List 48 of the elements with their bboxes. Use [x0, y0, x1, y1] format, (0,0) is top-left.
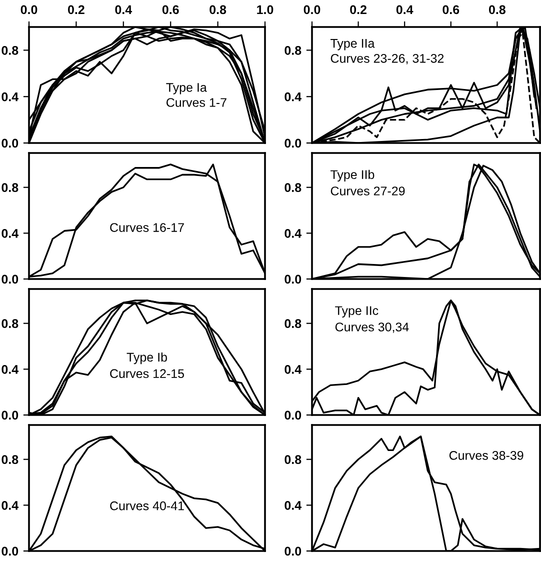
y-tick-label: 0.4: [2, 92, 19, 102]
x-tick-label: 0.6: [162, 5, 179, 14]
x-tick-label: 0.4: [115, 5, 132, 14]
y-tick-label: 0.4: [284, 500, 302, 510]
x-tick-label: 0.8: [210, 5, 226, 14]
y-tick-label: 0.4: [2, 500, 19, 510]
annotation: Type IIb: [330, 170, 374, 182]
x-tick-label: 0.6: [442, 5, 460, 14]
annotation: Curves 1-7: [166, 98, 226, 107]
annotation: Type Ia: [166, 83, 207, 94]
annotation: Curves 16-17: [110, 223, 184, 232]
y-tick-label: 0.0: [284, 546, 302, 556]
annotation: Type IIc: [335, 306, 378, 318]
annotation: Curves 30,34: [335, 322, 409, 333]
annotation: Curves 40-41: [110, 501, 184, 510]
annotation: Type Ib: [126, 352, 167, 364]
y-tick-label: 0.0: [284, 410, 302, 420]
annotation: Type IIa: [330, 39, 375, 50]
y-tick-label: 0.0: [2, 410, 18, 420]
y-tick-label: 0.0: [284, 274, 302, 284]
x-tick-label: 0.2: [350, 5, 366, 14]
y-tick-label: 0.8: [284, 319, 302, 328]
x-tick-label: 0.4: [396, 5, 414, 14]
x-tick-label: 0.8: [488, 5, 506, 14]
x-tick-label: 1.0: [257, 5, 274, 14]
y-tick-label: 0.4: [2, 228, 19, 238]
annotation: Curves 12-15: [110, 369, 184, 378]
y-tick-label: 0.4: [2, 364, 19, 374]
y-tick-label: 0.0: [284, 138, 302, 148]
y-tick-label: 0.0: [2, 274, 18, 284]
y-tick-label: 0.4: [284, 364, 302, 374]
y-tick-label: 0.8: [284, 46, 302, 55]
y-tick-label: 0.8: [2, 183, 18, 192]
y-tick-label: 0.8: [284, 183, 302, 192]
y-tick-label: 0.8: [2, 319, 18, 328]
y-tick-label: 0.0: [2, 138, 18, 148]
annotation: Curves 23-26, 31-32: [330, 54, 444, 64]
y-tick-label: 0.8: [284, 455, 302, 464]
y-tick-label: 0.8: [2, 455, 18, 464]
y-tick-label: 0.4: [284, 228, 302, 238]
x-tick-label: 0.2: [68, 5, 84, 14]
annotation: Curves 38-39: [449, 451, 524, 460]
y-tick-label: 0.8: [2, 46, 18, 55]
x-tick-label: 0.0: [20, 5, 38, 14]
annotation: Curves 27-29: [330, 186, 405, 196]
y-tick-label: 0.4: [284, 92, 302, 102]
y-tick-label: 0.0: [2, 546, 18, 556]
x-tick-label: 0.0: [304, 5, 320, 14]
